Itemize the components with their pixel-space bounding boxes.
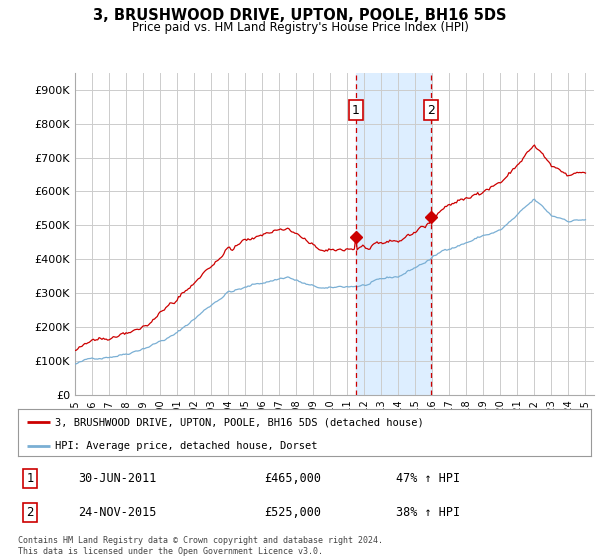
Text: 30-JUN-2011: 30-JUN-2011 [78, 472, 157, 486]
Bar [356, 73, 431, 395]
Text: HPI: Average price, detached house, Dorset: HPI: Average price, detached house, Dors… [55, 441, 318, 451]
Text: 3, BRUSHWOOD DRIVE, UPTON, POOLE, BH16 5DS (detached house): 3, BRUSHWOOD DRIVE, UPTON, POOLE, BH16 5… [55, 417, 424, 427]
Text: 2: 2 [427, 104, 435, 116]
Text: 1: 1 [26, 472, 34, 486]
Text: 3, BRUSHWOOD DRIVE, UPTON, POOLE, BH16 5DS: 3, BRUSHWOOD DRIVE, UPTON, POOLE, BH16 5… [93, 8, 507, 24]
Text: Price paid vs. HM Land Registry's House Price Index (HPI): Price paid vs. HM Land Registry's House … [131, 21, 469, 34]
Text: 24-NOV-2015: 24-NOV-2015 [78, 506, 157, 519]
Text: 47% ↑ HPI: 47% ↑ HPI [396, 472, 460, 486]
Text: £525,000: £525,000 [264, 506, 321, 519]
Text: 38% ↑ HPI: 38% ↑ HPI [396, 506, 460, 519]
Text: 2: 2 [26, 506, 34, 519]
Text: Contains HM Land Registry data © Crown copyright and database right 2024.
This d: Contains HM Land Registry data © Crown c… [18, 536, 383, 556]
Text: £465,000: £465,000 [264, 472, 321, 486]
Text: 1: 1 [352, 104, 360, 116]
